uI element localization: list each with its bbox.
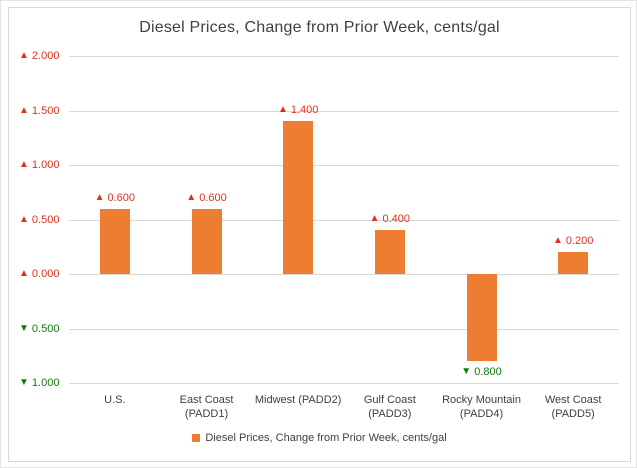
up-triangle-icon: ▲ [19, 214, 29, 225]
bar [283, 121, 314, 274]
x-axis-label: East Coast (PADD1) [179, 394, 234, 420]
bar [191, 208, 222, 274]
y-axis-tick: ▲ 1.500 [19, 105, 60, 117]
up-triangle-icon: ▲ [19, 159, 29, 170]
y-axis-tick: ▼ 0.500 [19, 323, 60, 335]
y-axis-tick: ▲ 0.000 [19, 268, 60, 280]
legend: Diesel Prices, Change from Prior Week, c… [9, 432, 630, 444]
data-label: ▲ 0.600 [94, 191, 136, 204]
plot-area: ▲ 2.000 ▲ 1.500 ▲ 1.000 ▲ 0.500 ▲ 0.000 ▼ 0.500 ▼ 1.0… [9, 8, 630, 461]
legend-swatch-icon [192, 434, 201, 442]
x-axis-label: Gulf Coast (PADD3) [363, 394, 416, 420]
up-triangle-icon: ▲ [277, 104, 288, 116]
up-triangle-icon: ▲ [19, 50, 29, 61]
data-label: ▲ 0.200 [552, 235, 594, 248]
data-label: ▼ 0.800 [461, 366, 502, 379]
y-axis-tick: ▼ 1.000 [19, 377, 60, 389]
x-axis-label: Rocky Mountain (PADD4) [442, 394, 521, 420]
up-triangle-icon: ▲ [186, 191, 197, 203]
bar [99, 208, 130, 274]
bar [558, 252, 589, 274]
up-triangle-icon: ▲ [19, 105, 29, 116]
up-triangle-icon: ▲ [552, 235, 563, 247]
gridline [69, 220, 619, 221]
data-label: ▲ 1.400 [277, 104, 319, 117]
gridline [69, 165, 619, 166]
bar [374, 230, 405, 274]
down-triangle-icon: ▼ [19, 323, 29, 334]
bar [466, 274, 497, 362]
chart-frame: Diesel Prices, Change from Prior Week, c… [8, 7, 631, 462]
up-triangle-icon: ▲ [94, 191, 105, 203]
y-axis-tick: ▲ 0.500 [19, 214, 60, 226]
gridline [69, 111, 619, 112]
up-triangle-icon: ▲ [369, 213, 380, 225]
up-triangle-icon: ▲ [19, 268, 29, 279]
data-label: ▲ 0.400 [369, 213, 411, 226]
down-triangle-icon: ▼ [19, 377, 29, 388]
chart-title: Diesel Prices, Change from Prior Week, c… [139, 19, 500, 36]
gridline [69, 56, 619, 57]
y-axis-tick: ▲ 1.000 [19, 159, 60, 171]
gridline [69, 274, 619, 275]
y-axis-tick: ▲ 2.000 [19, 50, 60, 62]
gridline [69, 329, 619, 330]
x-axis-label: West Coast (PADD5) [544, 394, 602, 420]
gridline [69, 383, 619, 384]
data-label: ▲ 0.600 [186, 191, 227, 204]
down-triangle-icon: ▼ [461, 366, 472, 378]
x-axis-label: Midwest (PADD2) [254, 394, 342, 406]
legend-label: Diesel Prices, Change from Prior Week, c… [205, 432, 447, 444]
x-axis-label: U.S. [104, 394, 126, 406]
